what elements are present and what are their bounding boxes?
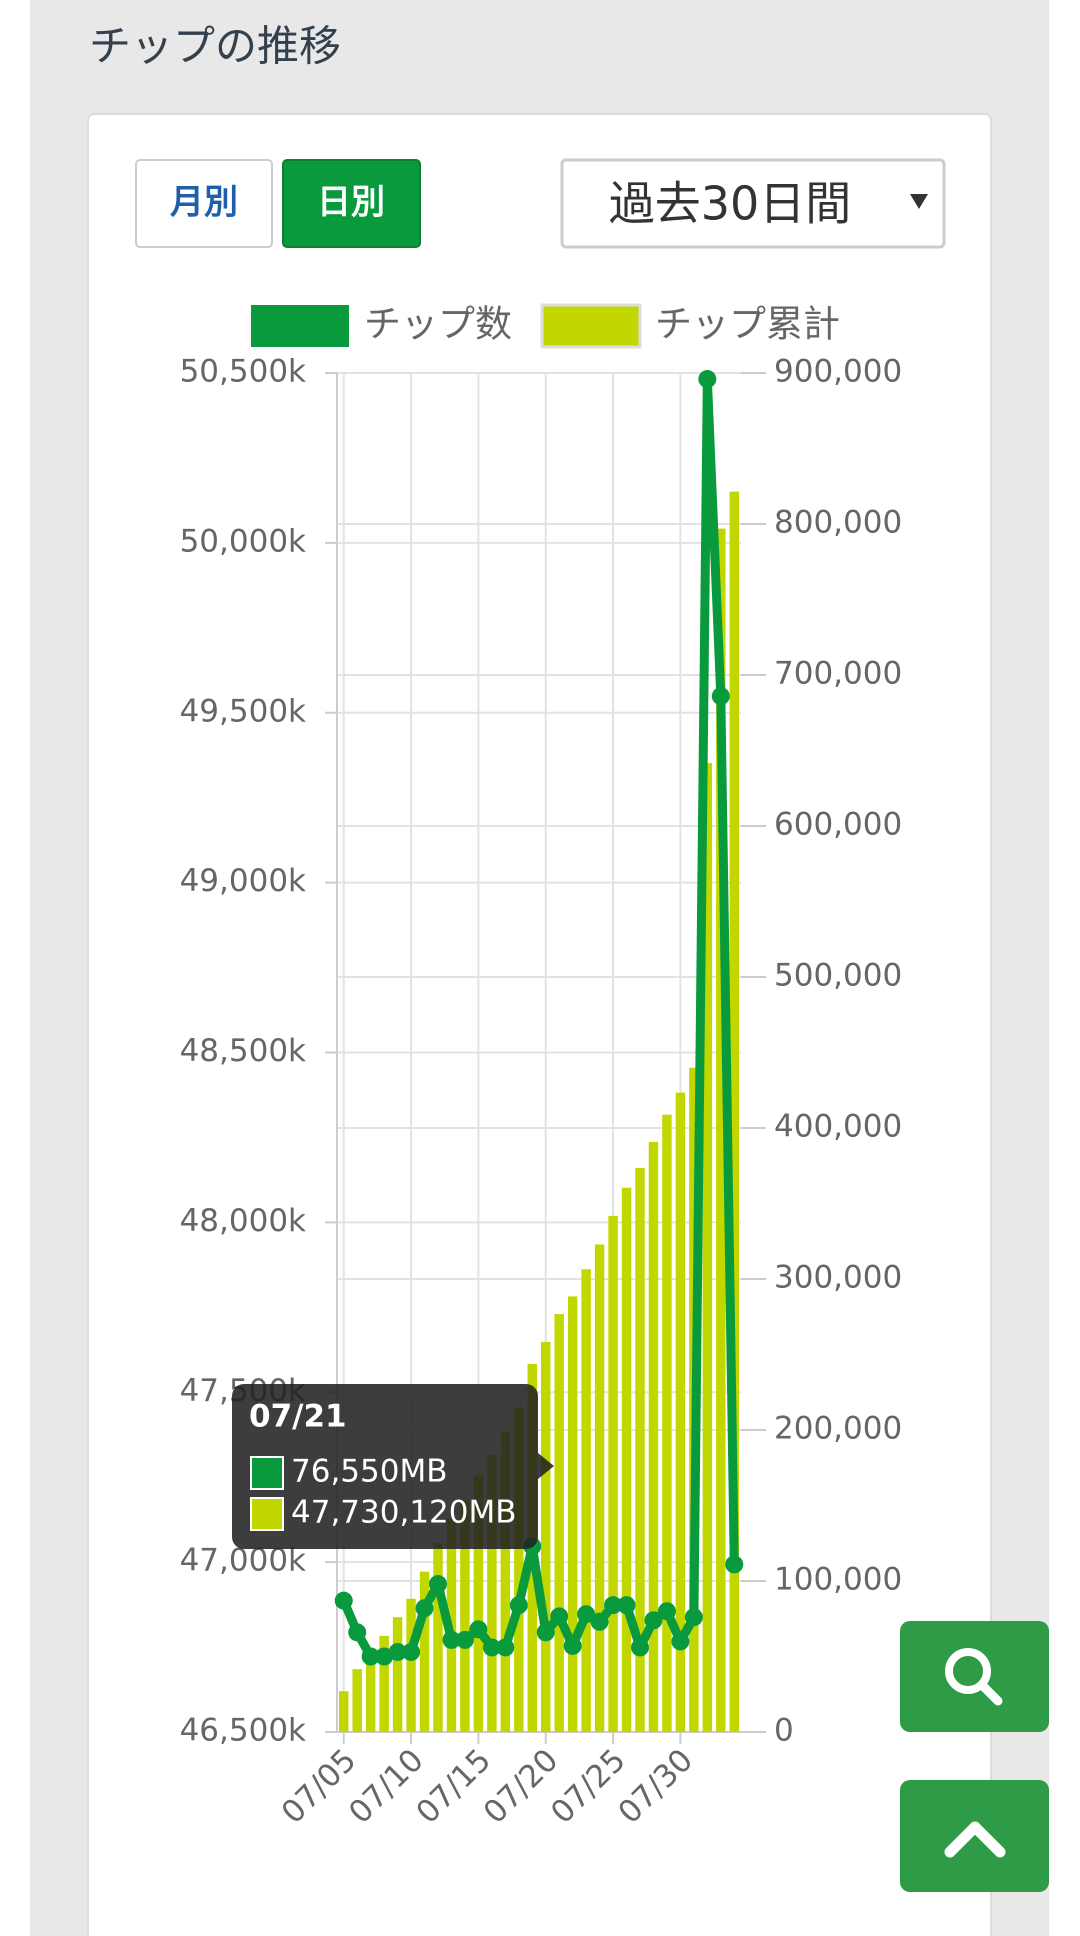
bar: [514, 1407, 524, 1732]
point: [684, 1608, 703, 1627]
point: [725, 1555, 744, 1574]
y2-tick-label: 500,000: [774, 958, 902, 994]
point: [617, 1596, 636, 1615]
point: [631, 1638, 649, 1657]
tooltip: 07/21 76,550MB 47,730,120MB: [232, 1384, 554, 1549]
y2-tick-label: 700,000: [774, 656, 902, 692]
point: [429, 1575, 447, 1594]
monthly-button[interactable]: [135, 159, 273, 248]
point: [482, 1638, 501, 1657]
y-tick-label: 49,000k: [180, 863, 306, 899]
point: [455, 1630, 474, 1649]
daily-button[interactable]: [282, 159, 421, 248]
y-tick-label: 49,500k: [180, 693, 306, 729]
point: [334, 1591, 353, 1610]
point: [604, 1596, 623, 1615]
bar: [635, 1168, 645, 1732]
tooltip-swatch: [250, 1456, 284, 1490]
point: [711, 687, 730, 706]
search-icon-handle: [977, 1680, 1003, 1706]
point: [698, 370, 717, 389]
y2-tick-label: 100,000: [774, 1562, 902, 1598]
y-tick-label: 48,000k: [180, 1203, 306, 1239]
tooltip-arrow: [538, 1453, 554, 1479]
point: [415, 1599, 434, 1618]
point: [442, 1630, 461, 1649]
bar: [392, 1617, 403, 1732]
point: [388, 1642, 407, 1661]
bar: [567, 1296, 578, 1732]
bar: [729, 491, 739, 1732]
point: [577, 1605, 596, 1624]
bar: [487, 1454, 497, 1732]
tooltip-date: 07/21: [249, 1399, 347, 1435]
y-tick-label: 48,500k: [180, 1033, 306, 1069]
y2-tick-label: 300,000: [774, 1260, 902, 1296]
bar: [500, 1432, 511, 1732]
bar: [460, 1499, 470, 1732]
select-arrow: [910, 194, 928, 209]
bar: [581, 1269, 591, 1732]
bar: [541, 1341, 551, 1732]
point: [590, 1612, 609, 1631]
bar: [594, 1244, 605, 1732]
point: [361, 1647, 380, 1666]
bar: [675, 1092, 686, 1732]
point: [657, 1602, 676, 1621]
y2-tick-label: 400,000: [774, 1109, 902, 1145]
bar: [406, 1598, 416, 1732]
bar: [662, 1114, 672, 1732]
legend-swatch: [251, 305, 349, 347]
tooltip-bar-value: 47,730,120MB: [291, 1495, 517, 1531]
bar: [365, 1651, 376, 1732]
y2-tick-label: 200,000: [774, 1411, 902, 1447]
y2-tick-label: 800,000: [774, 505, 902, 541]
point: [469, 1620, 488, 1639]
y2-tick-label: 900,000: [774, 354, 902, 390]
bar: [621, 1187, 632, 1732]
legend-swatch: [540, 303, 642, 349]
bar: [433, 1543, 443, 1732]
y-tick-label: 50,500k: [180, 354, 306, 390]
y-tick-label: 50,000k: [180, 523, 306, 559]
period-label[interactable]: 過去30日間: [609, 177, 852, 231]
search-icon: [945, 1648, 991, 1694]
scroll-top-button[interactable]: [900, 1780, 1049, 1892]
y-tick-label: 46,500k: [180, 1713, 306, 1749]
period-select[interactable]: [560, 158, 946, 249]
tooltip-line-value: 76,550MB: [291, 1454, 447, 1490]
tooltip-box: [232, 1384, 538, 1549]
point: [509, 1596, 528, 1615]
bar: [473, 1475, 484, 1732]
point: [644, 1611, 663, 1630]
bar: [339, 1691, 349, 1732]
y2-tick-label: 600,000: [774, 807, 902, 843]
bar: [352, 1669, 362, 1732]
bar: [608, 1215, 618, 1732]
bar: [648, 1141, 659, 1732]
bar: [419, 1571, 430, 1732]
monthly-label[interactable]: 月別: [170, 183, 238, 223]
legend-label: チップ数: [364, 303, 512, 346]
point: [348, 1623, 367, 1642]
bar: [702, 763, 713, 1732]
y2-tick-label: 0: [774, 1713, 794, 1749]
daily-label[interactable]: 日別: [317, 183, 385, 223]
tooltip-swatch: [250, 1497, 284, 1531]
legend-label: チップ累計: [655, 303, 840, 346]
search-button[interactable]: [900, 1621, 1049, 1732]
section-title: チップの推移: [89, 22, 341, 71]
point: [536, 1623, 555, 1642]
up-icon: [944, 1821, 1006, 1858]
bar: [379, 1635, 389, 1732]
bar: [554, 1314, 564, 1732]
bar: [716, 528, 726, 1733]
point: [671, 1632, 690, 1651]
point: [550, 1607, 569, 1626]
point: [402, 1642, 421, 1661]
point: [496, 1638, 515, 1657]
point: [563, 1636, 582, 1655]
